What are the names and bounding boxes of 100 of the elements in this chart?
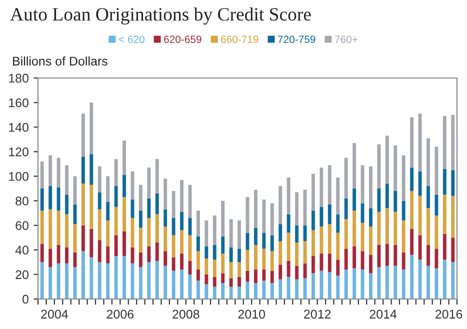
bar bbox=[122, 231, 126, 256]
bar bbox=[48, 267, 52, 299]
bar bbox=[40, 161, 44, 188]
bar bbox=[90, 229, 94, 258]
bar bbox=[442, 260, 446, 299]
bar bbox=[312, 230, 315, 256]
bar bbox=[164, 251, 168, 266]
bar bbox=[328, 204, 332, 224]
bar bbox=[155, 242, 159, 261]
bar bbox=[196, 236, 200, 252]
bar bbox=[312, 273, 315, 299]
bar bbox=[196, 210, 200, 236]
bar bbox=[451, 196, 455, 238]
bar bbox=[90, 154, 94, 185]
x-tick-label: 2004 bbox=[41, 310, 68, 319]
bar bbox=[180, 230, 184, 254]
bar bbox=[81, 225, 85, 252]
bar bbox=[377, 188, 381, 212]
bar bbox=[81, 184, 85, 226]
bar bbox=[180, 180, 184, 212]
bar bbox=[56, 263, 60, 299]
bar bbox=[262, 200, 266, 233]
bar bbox=[164, 226, 168, 252]
bar bbox=[385, 266, 389, 299]
bar bbox=[106, 263, 110, 299]
bar bbox=[196, 270, 200, 281]
bar bbox=[385, 136, 389, 184]
bar bbox=[352, 246, 356, 268]
bar bbox=[418, 171, 422, 196]
x-tick-label: 2016 bbox=[436, 310, 462, 319]
bar bbox=[402, 200, 406, 220]
bar bbox=[212, 260, 216, 277]
bar bbox=[172, 218, 176, 236]
bar bbox=[418, 114, 422, 172]
bar bbox=[385, 208, 389, 244]
bar bbox=[164, 178, 168, 210]
bar bbox=[48, 248, 52, 268]
bar bbox=[377, 244, 381, 268]
bar bbox=[48, 209, 52, 249]
bar bbox=[138, 184, 142, 211]
bar bbox=[229, 247, 233, 262]
bar bbox=[278, 264, 282, 280]
bar bbox=[442, 194, 446, 234]
bar bbox=[48, 155, 52, 186]
bar bbox=[180, 254, 184, 270]
y-tick-label: 160 bbox=[9, 98, 28, 108]
bar bbox=[180, 212, 184, 230]
bar bbox=[138, 228, 142, 252]
bar bbox=[369, 166, 372, 208]
legend-label: 620-659 bbox=[164, 36, 202, 44]
bar bbox=[286, 260, 290, 277]
bar bbox=[377, 144, 381, 188]
bar bbox=[328, 272, 332, 299]
bar bbox=[90, 184, 94, 230]
legend-label: 660-719 bbox=[221, 36, 258, 44]
x-tick-label: 2014 bbox=[370, 310, 397, 319]
bar bbox=[229, 219, 233, 248]
bar bbox=[81, 114, 85, 157]
bar bbox=[122, 140, 126, 175]
bar bbox=[369, 273, 372, 299]
bar bbox=[65, 263, 68, 299]
bar bbox=[122, 174, 126, 198]
legend-label: 720-759 bbox=[278, 36, 316, 44]
bar bbox=[73, 252, 77, 268]
bar bbox=[262, 232, 266, 249]
bar bbox=[65, 247, 68, 264]
bar bbox=[344, 198, 348, 220]
y-tick-label: 80 bbox=[16, 196, 28, 206]
bar bbox=[295, 192, 299, 226]
bar bbox=[410, 229, 414, 255]
bar bbox=[344, 158, 348, 198]
bar bbox=[394, 212, 398, 245]
bar bbox=[106, 246, 110, 264]
bar bbox=[451, 114, 455, 170]
bar bbox=[147, 218, 151, 246]
bar bbox=[286, 177, 290, 214]
bar bbox=[81, 156, 85, 184]
bar bbox=[295, 225, 299, 243]
bar bbox=[98, 262, 102, 299]
bar bbox=[221, 236, 225, 254]
x-tick-label: 2006 bbox=[106, 310, 134, 319]
bar bbox=[212, 244, 216, 260]
bar bbox=[336, 232, 340, 260]
bar bbox=[262, 270, 266, 281]
bar bbox=[114, 186, 118, 207]
y-axis-title: Billions of Dollars bbox=[13, 56, 108, 66]
bar bbox=[65, 194, 68, 214]
bar bbox=[114, 256, 118, 299]
bar bbox=[442, 116, 446, 169]
bar bbox=[270, 235, 274, 252]
bar bbox=[369, 254, 372, 274]
bar bbox=[98, 240, 102, 262]
bar bbox=[122, 256, 126, 299]
bar bbox=[180, 270, 184, 299]
bar bbox=[254, 244, 258, 270]
bar bbox=[426, 138, 430, 186]
bar bbox=[278, 241, 282, 265]
bar bbox=[172, 257, 176, 271]
bar bbox=[73, 176, 77, 204]
bar bbox=[328, 224, 332, 254]
